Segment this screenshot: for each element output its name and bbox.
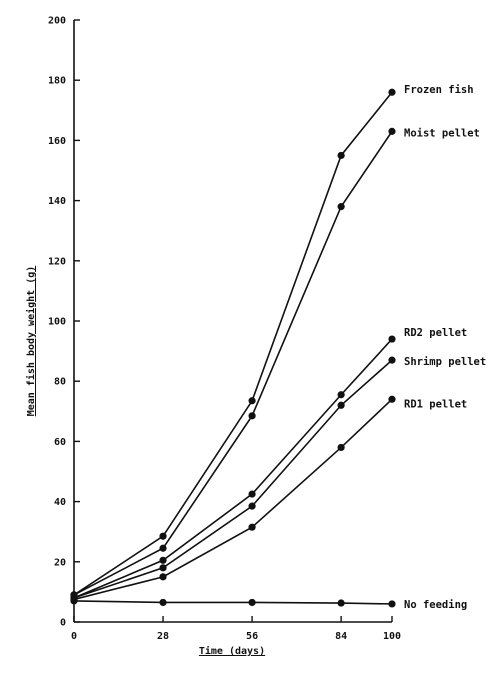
- series-line-rd2-pellet: [73, 338, 393, 599]
- data-point: [388, 395, 396, 403]
- x-tick-label: 84: [335, 631, 347, 642]
- data-point: [337, 401, 345, 409]
- x-axis-title: Time (days): [199, 645, 265, 657]
- data-point: [337, 443, 345, 452]
- data-point: [248, 397, 256, 405]
- x-tick-label: 0: [71, 631, 77, 642]
- data-point: [159, 556, 167, 564]
- x-tick-label: 100: [383, 631, 401, 642]
- data-point: [159, 532, 167, 540]
- series-label-rd1-pellet: RD1 pellet: [404, 398, 467, 410]
- series-group: [70, 88, 396, 608]
- data-point: [248, 598, 256, 607]
- y-axis-title: Mean fish body weight (g): [25, 266, 37, 417]
- x-tick-label: 56: [246, 631, 258, 642]
- series-label-rd2-pellet: RD2 pellet: [404, 327, 467, 339]
- data-point: [388, 335, 396, 343]
- data-point: [248, 412, 256, 420]
- data-point: [159, 564, 167, 572]
- data-point: [159, 598, 167, 607]
- data-point: [248, 490, 256, 498]
- y-tick-label: 40: [54, 497, 66, 508]
- y-tick-label: 120: [48, 256, 66, 267]
- data-point: [248, 523, 256, 531]
- y-ticks: 0 20 40 60 80 100 120 140 160 180 200: [48, 16, 80, 629]
- y-tick-label: 20: [54, 557, 66, 568]
- series-moist-pellet: [70, 127, 396, 599]
- data-point: [159, 573, 167, 581]
- y-tick-label: 140: [48, 196, 66, 207]
- y-tick-label: 100: [48, 317, 66, 328]
- series-rd1-pellet: [70, 395, 396, 604]
- y-tick-label: 160: [48, 136, 66, 147]
- data-point: [388, 88, 396, 96]
- series-frozen-fish: [70, 88, 396, 599]
- x-ticks: 0 28 56 84 100: [71, 616, 401, 642]
- data-point: [388, 127, 396, 135]
- series-label-shrimp-pellet: Shrimp pellet: [404, 356, 486, 368]
- x-tick-label: 28: [157, 631, 169, 642]
- data-point: [337, 599, 345, 607]
- data-point: [70, 597, 78, 605]
- series-label-frozen-fish: Frozen fish: [404, 84, 474, 96]
- y-tick-label: 80: [54, 377, 66, 388]
- data-point: [159, 544, 167, 552]
- y-tick-label: 180: [48, 76, 66, 87]
- data-point: [388, 600, 396, 608]
- series-label-no-feeding: No feeding: [404, 599, 467, 611]
- data-point: [337, 203, 345, 211]
- y-tick-label: 0: [60, 618, 66, 629]
- series-line-moist-pellet: [73, 130, 393, 596]
- data-point: [388, 356, 396, 364]
- series-labels: Frozen fish Moist pellet RD2 pellet Shrimp …: [404, 84, 486, 611]
- data-point: [337, 151, 345, 160]
- series-label-moist-pellet: Moist pellet: [404, 127, 480, 139]
- axes: [73, 20, 392, 623]
- y-tick-label: 60: [54, 437, 66, 448]
- y-tick-label: 200: [48, 16, 66, 27]
- series-rd2-pellet: [70, 335, 396, 602]
- series-no-feeding: [70, 597, 396, 608]
- data-point: [337, 391, 345, 399]
- data-point: [248, 502, 256, 510]
